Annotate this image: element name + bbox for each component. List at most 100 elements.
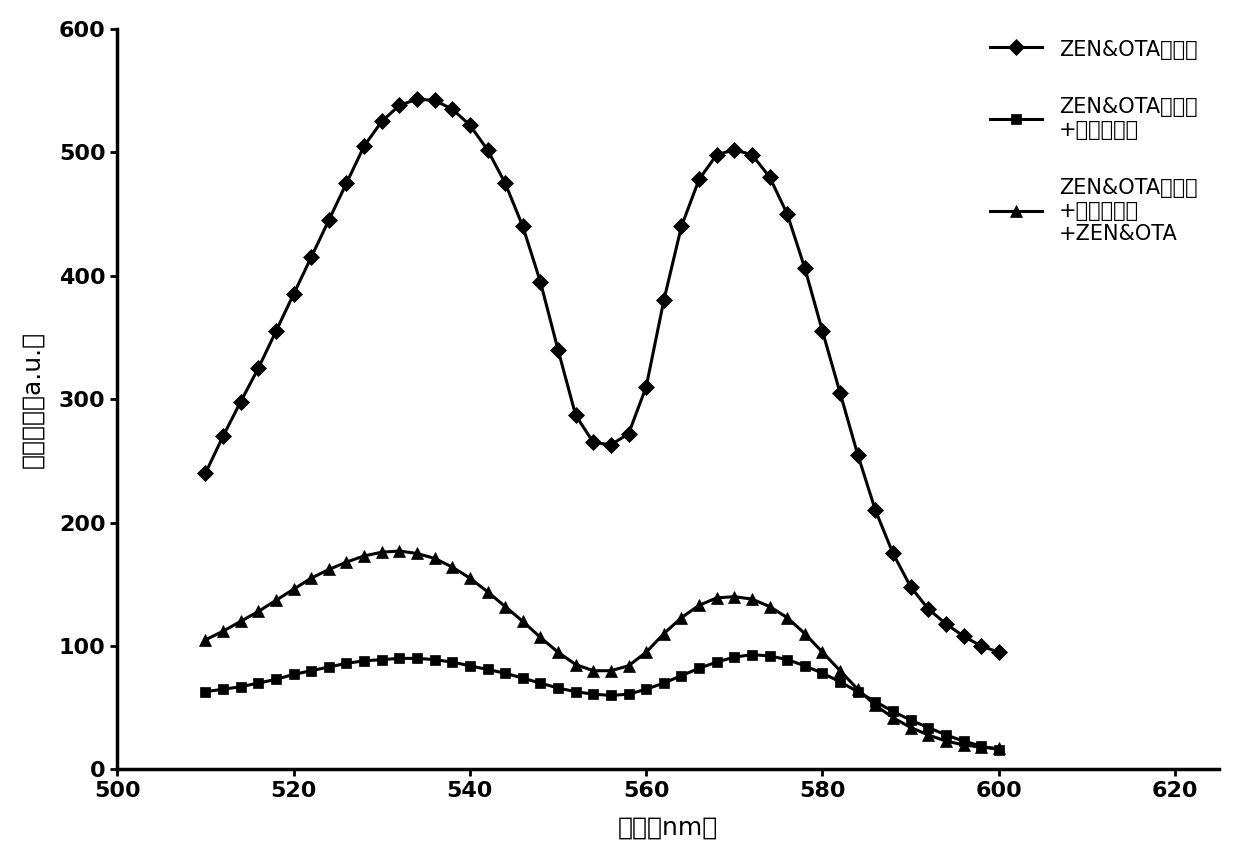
ZEN&OTA适配体
+氧化石墨烯 [585, 689, 600, 699]
ZEN&OTA适配体
+氧化石墨烯 [797, 660, 812, 671]
ZEN&OTA适配体
+氧化石墨烯
+ZEN&OTA [216, 626, 231, 636]
ZEN&OTA适配体
+氧化石墨烯 [409, 654, 424, 664]
ZEN&OTA适配体 [939, 618, 954, 629]
ZEN&OTA适配体
+氧化石墨烯
+ZEN&OTA [286, 584, 301, 594]
ZEN&OTA适配体
+氧化石墨烯
+ZEN&OTA [903, 722, 918, 733]
ZEN&OTA适配体
+氧化石墨烯 [709, 657, 724, 667]
ZEN&OTA适配体
+氧化石墨烯
+ZEN&OTA [885, 712, 900, 722]
Line: ZEN&OTA适配体
+氧化石墨烯: ZEN&OTA适配体 +氧化石墨烯 [201, 650, 1003, 754]
ZEN&OTA适配体 [250, 363, 265, 373]
ZEN&OTA适配体
+氧化石墨烯 [269, 674, 284, 685]
ZEN&OTA适配体
+氧化石墨烯
+ZEN&OTA [727, 592, 742, 602]
ZEN&OTA适配体 [585, 437, 600, 447]
ZEN&OTA适配体 [833, 388, 848, 398]
Legend: ZEN&OTA适配体, ZEN&OTA适配体
+氧化石墨烯, ZEN&OTA适配体
+氧化石墨烯
+ZEN&OTA: ZEN&OTA适配体, ZEN&OTA适配体 +氧化石墨烯, ZEN&OTA适配… [991, 40, 1198, 244]
ZEN&OTA适配体
+氧化石墨烯 [321, 662, 336, 673]
ZEN&OTA适配体
+氧化石墨烯 [780, 654, 795, 665]
ZEN&OTA适配体
+氧化石墨烯
+ZEN&OTA [639, 647, 653, 657]
ZEN&OTA适配体 [428, 95, 443, 106]
ZEN&OTA适配体
+氧化石墨烯
+ZEN&OTA [497, 601, 512, 611]
ZEN&OTA适配体 [516, 221, 531, 231]
ZEN&OTA适配体
+氧化石墨烯 [198, 686, 213, 697]
ZEN&OTA适配体
+氧化石墨烯 [480, 664, 495, 674]
ZEN&OTA适配体 [568, 410, 583, 421]
ZEN&OTA适配体
+氧化石墨烯 [463, 660, 477, 671]
ZEN&OTA适配体
+氧化石墨烯
+ZEN&OTA [973, 742, 988, 752]
ZEN&OTA适配体 [692, 175, 707, 185]
ZEN&OTA适配体
+氧化石墨烯
+ZEN&OTA [744, 594, 759, 605]
ZEN&OTA适配体
+氧化石墨烯 [939, 730, 954, 740]
ZEN&OTA适配体
+氧化石墨烯 [727, 652, 742, 662]
ZEN&OTA适配体
+氧化石墨烯
+ZEN&OTA [833, 666, 848, 676]
ZEN&OTA适配体
+氧化石墨烯 [445, 657, 460, 667]
ZEN&OTA适配体 [797, 263, 812, 273]
ZEN&OTA适配体
+氧化石墨烯
+ZEN&OTA [551, 647, 565, 657]
ZEN&OTA适配体
+氧化石墨烯
+ZEN&OTA [374, 547, 389, 557]
ZEN&OTA适配体 [709, 150, 724, 160]
ZEN&OTA适配体
+氧化石墨烯
+ZEN&OTA [956, 740, 971, 750]
ZEN&OTA适配体
+氧化石墨烯
+ZEN&OTA [269, 595, 284, 605]
ZEN&OTA适配体
+氧化石墨烯
+ZEN&OTA [939, 736, 954, 746]
ZEN&OTA适配体
+氧化石墨烯
+ZEN&OTA [428, 553, 443, 563]
ZEN&OTA适配体
+氧化石墨烯
+ZEN&OTA [991, 743, 1006, 753]
ZEN&OTA适配体
+氧化石墨烯 [956, 736, 971, 746]
ZEN&OTA适配体
+氧化石墨烯 [428, 654, 443, 665]
ZEN&OTA适配体
+氧化石墨烯 [851, 686, 866, 697]
ZEN&OTA适配体 [286, 289, 301, 299]
ZEN&OTA适配体 [763, 172, 777, 182]
ZEN&OTA适配体
+氧化石墨烯 [815, 668, 830, 679]
ZEN&OTA适配体
+氧化石墨烯 [357, 655, 372, 666]
ZEN&OTA适配体
+氧化石墨烯 [656, 678, 671, 688]
ZEN&OTA适配体 [392, 101, 407, 111]
ZEN&OTA适配体
+氧化石墨烯
+ZEN&OTA [656, 629, 671, 639]
ZEN&OTA适配体 [445, 104, 460, 114]
X-axis label: 波长（nm）: 波长（nm） [618, 815, 718, 839]
ZEN&OTA适配体
+氧化石墨烯
+ZEN&OTA [198, 635, 213, 645]
ZEN&OTA适配体 [903, 581, 918, 592]
ZEN&OTA适配体 [639, 382, 653, 392]
ZEN&OTA适配体 [868, 505, 883, 515]
ZEN&OTA适配体 [463, 120, 477, 130]
ZEN&OTA适配体
+氧化石墨烯 [868, 697, 883, 707]
ZEN&OTA适配体 [851, 450, 866, 460]
ZEN&OTA适配体
+氧化石墨烯
+ZEN&OTA [321, 564, 336, 574]
ZEN&OTA适配体 [533, 277, 548, 287]
ZEN&OTA适配体
+氧化石墨烯
+ZEN&OTA [304, 573, 319, 583]
ZEN&OTA适配体
+氧化石墨烯 [833, 677, 848, 687]
ZEN&OTA适配体 [304, 252, 319, 262]
ZEN&OTA适配体
+氧化石墨烯 [763, 651, 777, 661]
ZEN&OTA适配体
+氧化石墨烯 [286, 669, 301, 679]
ZEN&OTA适配体
+氧化石墨烯 [497, 668, 512, 679]
ZEN&OTA适配体
+氧化石墨烯
+ZEN&OTA [780, 612, 795, 623]
ZEN&OTA适配体 [216, 431, 231, 441]
ZEN&OTA适配体
+氧化石墨烯 [903, 715, 918, 725]
ZEN&OTA适配体 [233, 396, 248, 407]
ZEN&OTA适配体 [321, 215, 336, 225]
ZEN&OTA适配体
+氧化石墨烯
+ZEN&OTA [604, 666, 619, 676]
ZEN&OTA适配体 [973, 641, 988, 651]
ZEN&OTA适配体 [675, 221, 689, 231]
ZEN&OTA适配体
+氧化石墨烯
+ZEN&OTA [692, 600, 707, 611]
ZEN&OTA适配体
+氧化石墨烯
+ZEN&OTA [533, 632, 548, 642]
ZEN&OTA适配体 [621, 428, 636, 439]
ZEN&OTA适配体
+氧化石墨烯
+ZEN&OTA [463, 573, 477, 583]
ZEN&OTA适配体
+氧化石墨烯
+ZEN&OTA [516, 616, 531, 626]
ZEN&OTA适配体
+氧化石墨烯 [233, 682, 248, 692]
ZEN&OTA适配体
+氧化石墨烯 [991, 745, 1006, 755]
ZEN&OTA适配体
+氧化石墨烯 [516, 673, 531, 684]
ZEN&OTA适配体 [656, 295, 671, 305]
ZEN&OTA适配体
+氧化石墨烯
+ZEN&OTA [392, 546, 407, 556]
Line: ZEN&OTA适配体
+氧化石墨烯
+ZEN&OTA: ZEN&OTA适配体 +氧化石墨烯 +ZEN&OTA [200, 545, 1004, 754]
ZEN&OTA适配体 [497, 178, 512, 188]
ZEN&OTA适配体
+氧化石墨烯
+ZEN&OTA [568, 660, 583, 670]
ZEN&OTA适配体
+氧化石墨烯 [885, 706, 900, 716]
ZEN&OTA适配体 [409, 94, 424, 104]
ZEN&OTA适配体
+氧化石墨烯
+ZEN&OTA [675, 612, 689, 623]
ZEN&OTA适配体 [744, 150, 759, 160]
ZEN&OTA适配体 [885, 549, 900, 559]
Y-axis label: 荧光强度（a.u.）: 荧光强度（a.u.） [21, 330, 45, 468]
ZEN&OTA适配体
+氧化石墨烯
+ZEN&OTA [339, 557, 353, 568]
ZEN&OTA适配体
+氧化石墨烯 [551, 683, 565, 693]
ZEN&OTA适配体
+氧化石墨烯 [250, 678, 265, 688]
ZEN&OTA适配体
+氧化石墨烯 [973, 740, 988, 751]
